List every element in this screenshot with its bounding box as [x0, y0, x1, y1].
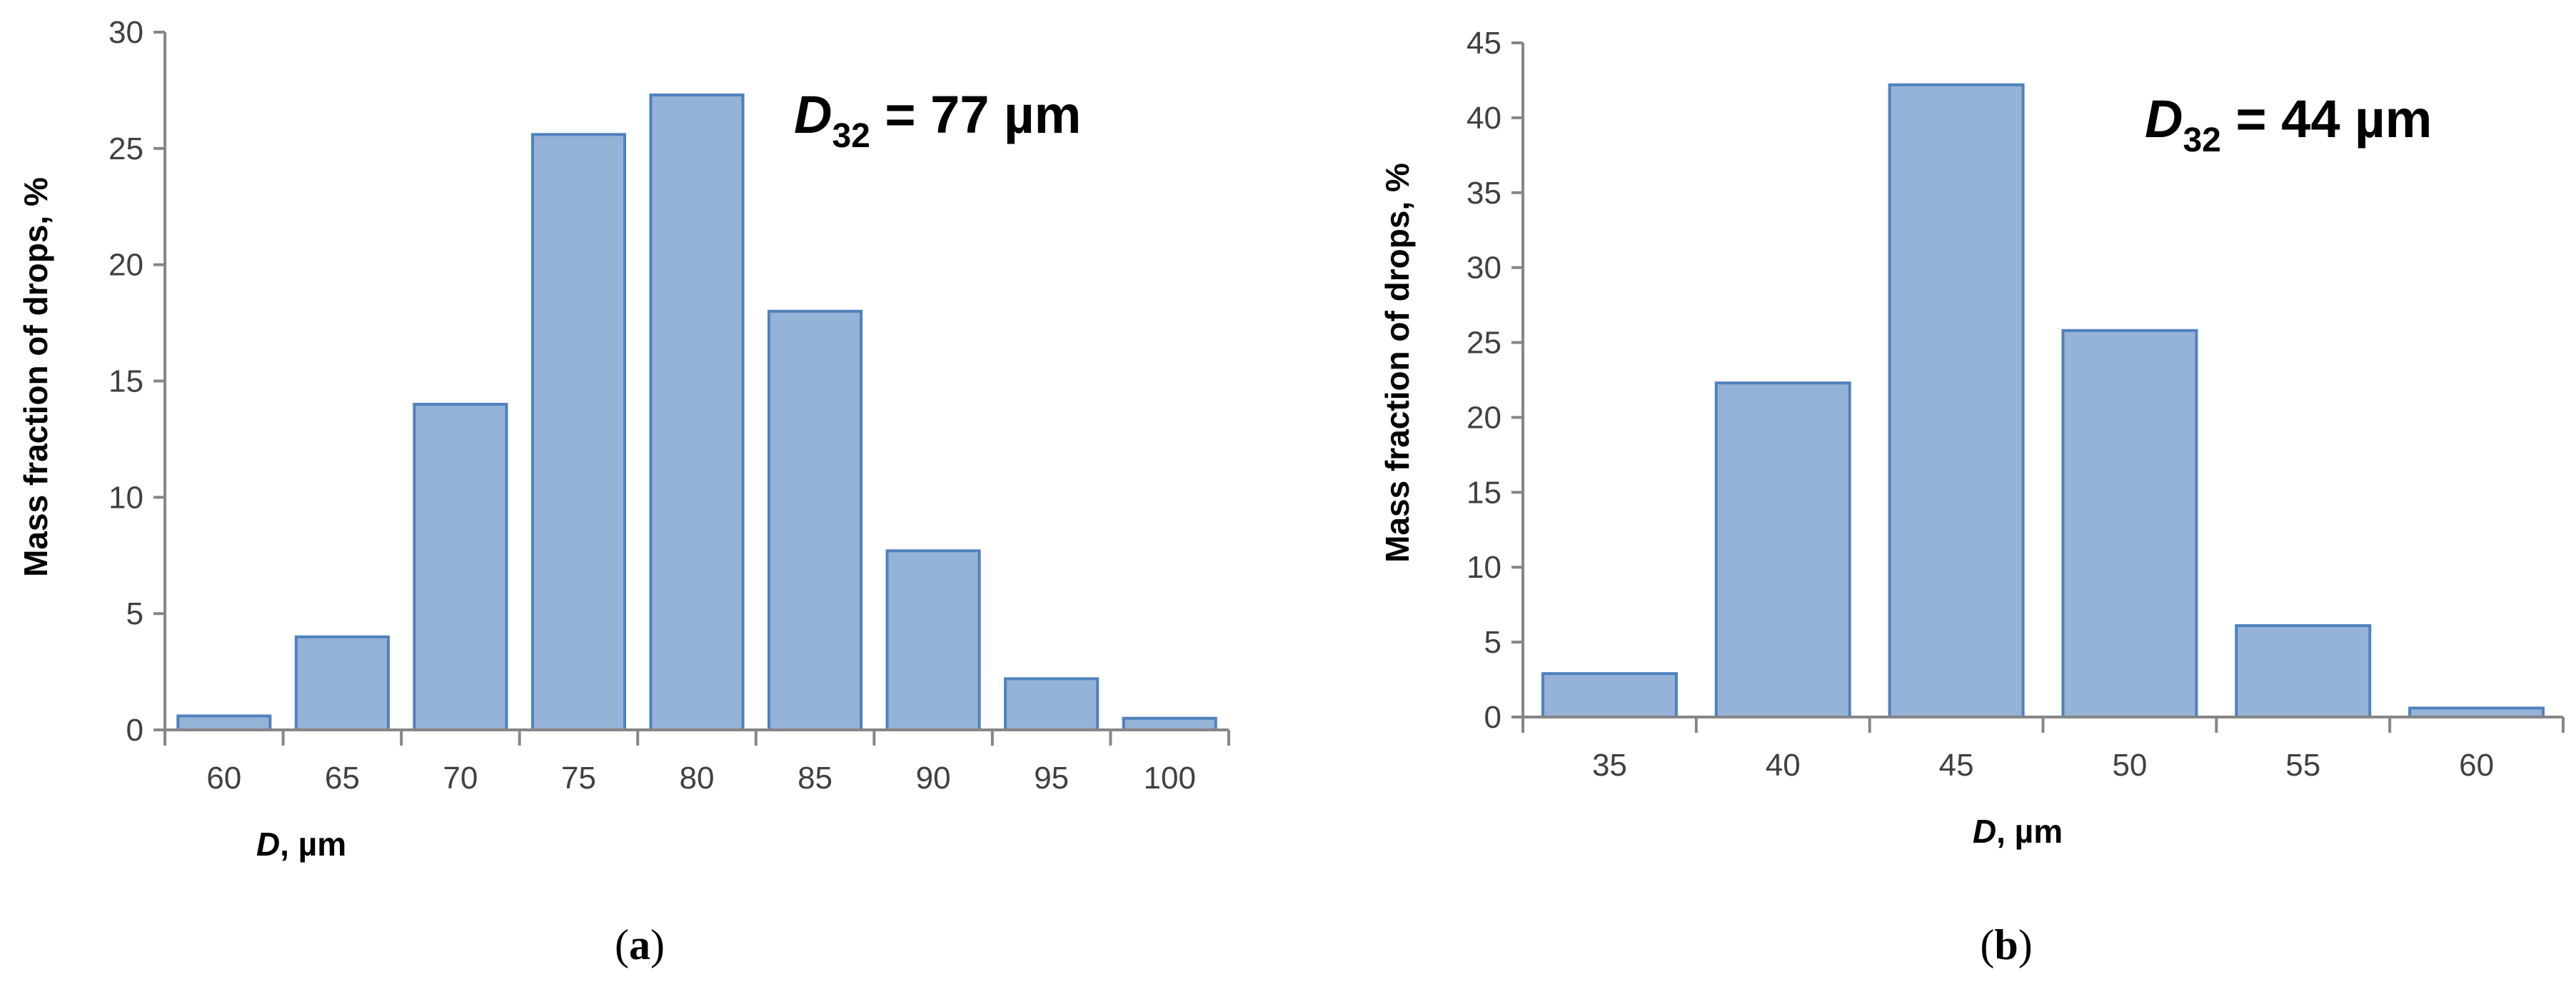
x-tick-label: 80: [680, 761, 715, 796]
bar: [1541, 672, 1678, 718]
y-tick-label: 30: [109, 15, 144, 50]
y-tick-label: 45: [1466, 26, 1501, 61]
y-tick-label: 10: [109, 480, 144, 515]
x-axis-title: D, µm: [256, 826, 346, 863]
bar: [176, 714, 272, 732]
y-tick-label: 20: [1466, 400, 1501, 435]
y-axis-title: Mass fraction of drops, %: [1379, 163, 1416, 563]
x-tick-label: 60: [206, 761, 241, 796]
bar: [1888, 83, 2025, 718]
x-tick-label: 35: [1592, 748, 1627, 783]
y-tick-label: 15: [1466, 475, 1501, 510]
y-axis-title: Mass fraction of drops, %: [17, 177, 54, 577]
bar: [2235, 624, 2372, 719]
x-tick-label: 60: [2459, 748, 2494, 783]
bar: [767, 309, 863, 731]
y-tick-label: 0: [1484, 700, 1501, 735]
bar: [1122, 716, 1217, 732]
bar: [1714, 381, 1851, 718]
y-tick-label: 10: [1466, 550, 1501, 585]
x-tick-label: 100: [1144, 761, 1196, 796]
bar: [649, 93, 745, 731]
x-tick-label: 50: [2112, 748, 2147, 783]
x-tick-label: 70: [443, 761, 478, 796]
y-tick-label: 35: [1466, 176, 1501, 211]
chart-panel-b: Mass fraction of drops, % D, µm D32 = 44…: [1379, 26, 2565, 968]
panel-label: (b): [1980, 921, 2032, 968]
panel-label: (a): [615, 921, 665, 968]
y-tick-label: 5: [126, 596, 144, 631]
x-tick-label: 85: [798, 761, 832, 796]
x-tick-label: 45: [1939, 748, 1974, 783]
bar: [2061, 329, 2198, 719]
x-axis-title: D, µm: [1973, 813, 2063, 850]
x-tick-label: 90: [916, 761, 951, 796]
bar: [885, 549, 981, 732]
d32-annotation: D32 = 77 µm: [794, 85, 1081, 155]
y-tick-label: 5: [1484, 625, 1501, 660]
d32-annotation: D32 = 44 µm: [2145, 89, 2432, 159]
chart-panel-a: Mass fraction of drops, % D, µm D32 = 77…: [17, 15, 1230, 968]
bar: [294, 635, 390, 731]
bar: [413, 403, 508, 731]
x-tick-label: 65: [325, 761, 360, 796]
x-tick-label: 95: [1034, 761, 1069, 796]
y-tick-label: 0: [126, 713, 144, 748]
y-tick-label: 15: [109, 364, 144, 399]
y-tick-label: 40: [1466, 101, 1501, 136]
y-tick-label: 25: [109, 131, 144, 166]
y-tick-label: 25: [1466, 326, 1501, 361]
x-tick-label: 75: [561, 761, 596, 796]
x-tick-label: 55: [2285, 748, 2320, 783]
bar: [530, 133, 627, 731]
bar: [1004, 677, 1100, 731]
y-tick-label: 30: [1466, 251, 1501, 286]
y-tick-label: 20: [109, 248, 144, 283]
x-tick-label: 40: [1766, 748, 1801, 783]
